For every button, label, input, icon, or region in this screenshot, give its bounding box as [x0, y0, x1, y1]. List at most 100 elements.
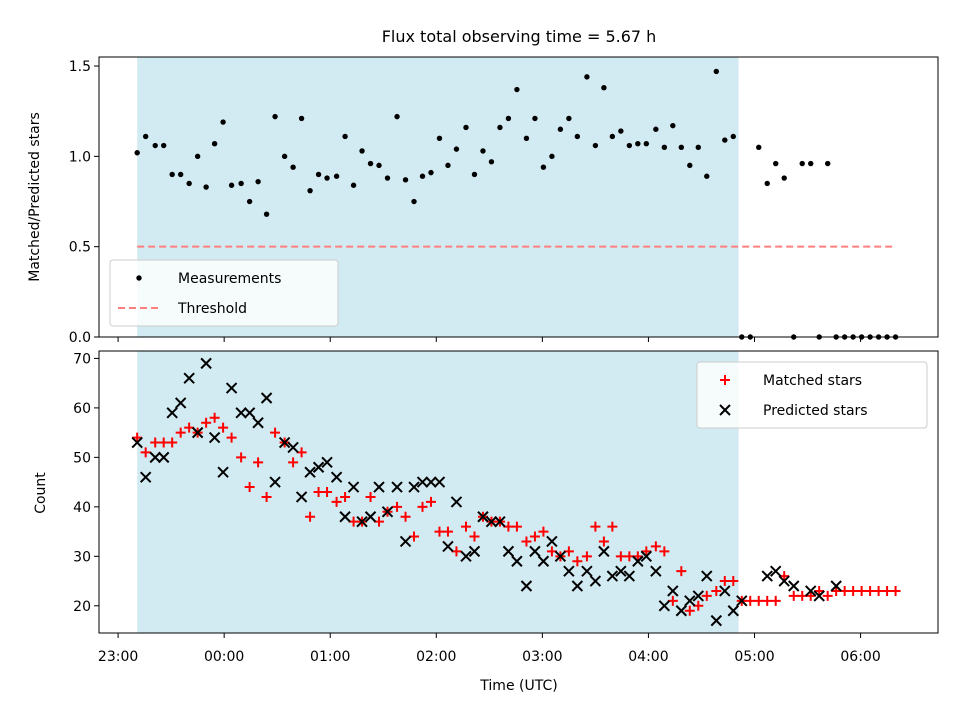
predicted-star-marker: [269, 476, 281, 488]
measurement-point: [601, 85, 607, 91]
count-y-tick-label: 70: [73, 351, 91, 367]
predicted-star-marker: [131, 436, 143, 449]
ratio-y-tick-label: 0.5: [69, 240, 91, 256]
predicted-star-marker: [502, 545, 515, 558]
measurement-point: [635, 141, 641, 147]
predicted-star-marker: [494, 515, 506, 528]
matched-star-marker: [296, 447, 307, 458]
matched-star-marker: [745, 595, 756, 606]
matched-star-marker: [719, 576, 730, 587]
matched-star-marker: [598, 536, 609, 547]
matched-star-marker: [442, 526, 453, 537]
matched-star-marker: [460, 521, 471, 532]
matched-star-marker: [839, 585, 850, 596]
predicted-star-marker: [225, 382, 238, 394]
measurement-point: [497, 124, 503, 131]
measurement-point: [722, 137, 728, 143]
matched-star-marker: [305, 511, 316, 522]
count-legend: Matched stars Predicted stars: [696, 361, 928, 429]
measurement-point: [246, 198, 253, 205]
matched-star-marker: [253, 457, 264, 468]
predicted-star-marker: [546, 535, 558, 548]
matched-star-marker: [288, 457, 299, 468]
matched-star-marker: [140, 447, 151, 458]
predicted-star-marker: [571, 580, 584, 592]
measurement-point: [463, 124, 469, 131]
count-y-tick-label: 20: [73, 599, 91, 615]
matched-star-marker: [676, 566, 687, 577]
predicted-star-marker: [640, 550, 653, 563]
matched-star-marker: [503, 521, 514, 532]
count-y-axis: 20 30 40 50 60 70: [73, 351, 99, 615]
matched-star-marker: [175, 427, 186, 438]
time-x-tick-label: 02:00: [416, 649, 456, 665]
matched-star-marker: [538, 526, 549, 537]
predicted-stars-legend-label: Predicted stars: [763, 403, 868, 419]
time-x-tick-label: 06:00: [840, 649, 880, 665]
count-y-axis-label: Count: [33, 472, 49, 514]
predicted-star-marker: [339, 511, 351, 523]
measurement-point: [333, 173, 340, 179]
matched-star-marker: [331, 496, 342, 507]
matched-star-marker: [201, 417, 212, 428]
matched-star-marker: [434, 526, 445, 537]
measurement-point: [194, 153, 201, 160]
measurement-point: [704, 173, 710, 179]
time-x-tick-label: 00:00: [204, 649, 244, 665]
matched-star-marker: [814, 585, 825, 596]
predicted-star-marker: [563, 565, 575, 577]
matched-star-marker: [572, 556, 583, 567]
predicted-star-marker: [416, 476, 429, 488]
predicted-star-marker: [425, 476, 437, 488]
predicted-star-marker: [598, 545, 610, 558]
predicted-star-marker: [520, 580, 533, 592]
matched-star-marker: [451, 546, 462, 557]
predicted-star-marker: [460, 550, 472, 563]
measurement-point: [177, 171, 184, 178]
measurement-point: [281, 153, 288, 160]
matched-star-marker: [270, 427, 281, 438]
predicted-star-marker: [485, 515, 498, 528]
matched-star-marker: [469, 531, 480, 542]
predicted-star-marker: [830, 580, 842, 592]
measurements-legend-marker: [136, 275, 142, 281]
matched-star-marker: [762, 595, 773, 606]
predicted-star-marker: [208, 431, 221, 444]
measurement-point: [290, 164, 296, 170]
count-marks: [131, 357, 901, 627]
matched-star-marker: [546, 546, 557, 557]
predicted-star-marker: [736, 595, 748, 607]
measurement-point: [532, 115, 538, 122]
predicted-star-marker: [450, 496, 463, 508]
predicted-star-marker: [770, 565, 782, 577]
predicted-star-marker: [761, 570, 773, 582]
predicted-star-marker: [658, 600, 671, 612]
matched-star-marker: [865, 585, 876, 596]
measurement-point: [142, 133, 149, 140]
matched-star-marker: [805, 590, 816, 601]
predicted-star-marker: [217, 466, 229, 478]
matched-star-marker: [167, 437, 178, 448]
matched-star-marker: [236, 452, 247, 463]
matched-star-marker: [615, 551, 626, 562]
measurement-point: [228, 182, 235, 188]
predicted-star-marker: [719, 585, 731, 597]
measurement-point: [713, 68, 720, 75]
ratio-y-tick-label: 0.0: [69, 330, 91, 346]
measurement-point: [523, 135, 530, 141]
predicted-star-marker: [200, 357, 212, 370]
matched-star-marker: [650, 541, 661, 552]
measurement-point: [488, 159, 495, 165]
measurement-point: [653, 126, 659, 132]
measurement-point: [445, 162, 451, 169]
matched-star-marker: [218, 422, 229, 433]
count-y-tick-label: 40: [73, 500, 91, 516]
predicted-star-marker: [278, 436, 291, 449]
predicted-star-marker: [623, 570, 636, 582]
count-plot-frame: [98, 350, 939, 634]
measurement-point: [298, 115, 305, 122]
predicted-star-marker: [287, 441, 299, 454]
matched-star-marker: [209, 412, 220, 423]
matched-star-marker: [779, 571, 790, 582]
matched-stars-legend-marker: [720, 375, 730, 385]
